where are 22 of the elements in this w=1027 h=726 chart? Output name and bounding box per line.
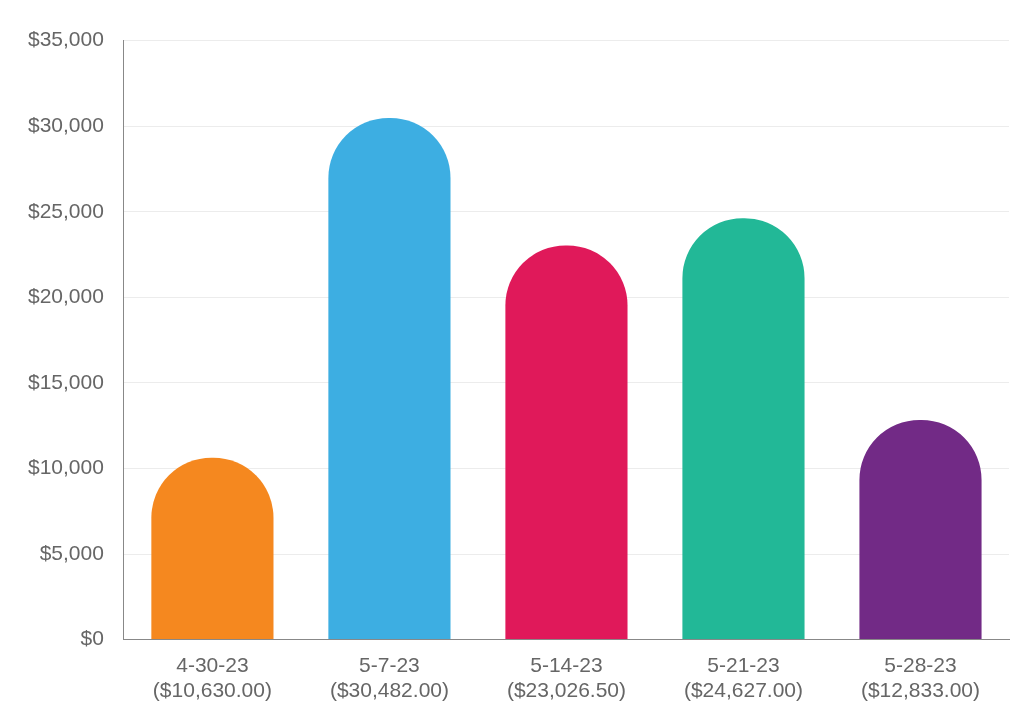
data-label: ($24,627.00) (683, 678, 804, 702)
x-tick-label: 4-30-23 (176, 653, 249, 676)
x-tick-label: 5-28-23 (884, 653, 957, 676)
y-tick-label: $10,000 (27, 455, 104, 479)
data-label: ($23,026.50) (506, 678, 626, 702)
data-label: ($12,833.00) (860, 678, 981, 702)
y-tick-label: $30,000 (27, 112, 104, 136)
x-tick-label: 5-14-23 (530, 653, 603, 676)
y-tick-label: $5,000 (39, 540, 104, 564)
y-tick-label: $15,000 (27, 369, 104, 393)
data-label: ($30,482.00) (329, 678, 449, 702)
bar (328, 117, 451, 640)
y-tick-label: $20,000 (27, 284, 104, 308)
y-tick-label: $0 (80, 626, 104, 650)
y-tick-label: $25,000 (27, 198, 104, 222)
bar (682, 218, 805, 640)
y-tick-label: $35,000 (27, 27, 104, 51)
x-tick-label: 5-21-23 (707, 653, 780, 676)
data-label: ($10,630.00) (152, 678, 272, 702)
bar (505, 245, 628, 640)
bar (859, 419, 982, 640)
x-tick-label: 5-7-23 (359, 653, 420, 676)
